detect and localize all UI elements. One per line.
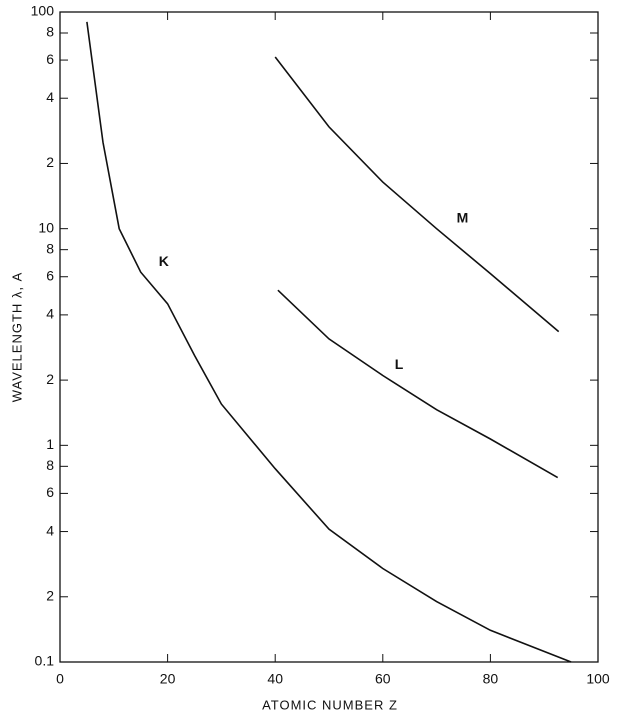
y-tick-label: 2 [46,371,54,387]
curve [274,56,560,333]
y-tick-label: 6 [46,267,54,283]
y-tick-label: 8 [46,240,54,256]
y-tick-label: 4 [46,306,54,322]
curve [86,21,572,663]
x-tick-label: 80 [483,671,499,687]
y-tick-label: 0.1 [35,653,55,669]
curve [277,289,559,479]
y-tick-label: 2 [46,154,54,170]
y-tick-label: 6 [46,51,54,67]
plot-frame [59,11,599,663]
x-tick-label: 60 [375,671,391,687]
x-tick-label: 100 [586,671,610,687]
curve-label: M [457,209,469,225]
y-tick-label: 6 [46,484,54,500]
y-tick-label: 4 [46,89,54,105]
curve-label: K [159,253,169,269]
x-tick-label: 20 [160,671,176,687]
y-tick-label: 10 [38,219,54,235]
curve-label: L [395,356,404,372]
x-tick-label: 0 [56,671,64,687]
y-tick-label: 8 [46,457,54,473]
y-tick-label: 4 [46,522,54,538]
y-axis-title: WAVELENGTH λ, A [9,272,24,403]
y-tick-label: 2 [46,587,54,603]
y-tick-label: 1 [46,436,54,452]
x-tick-label: 40 [267,671,283,687]
y-tick-label: 100 [31,3,55,19]
y-tick-label: 8 [46,24,54,40]
x-axis-title: ATOMIC NUMBER Z [262,697,398,712]
